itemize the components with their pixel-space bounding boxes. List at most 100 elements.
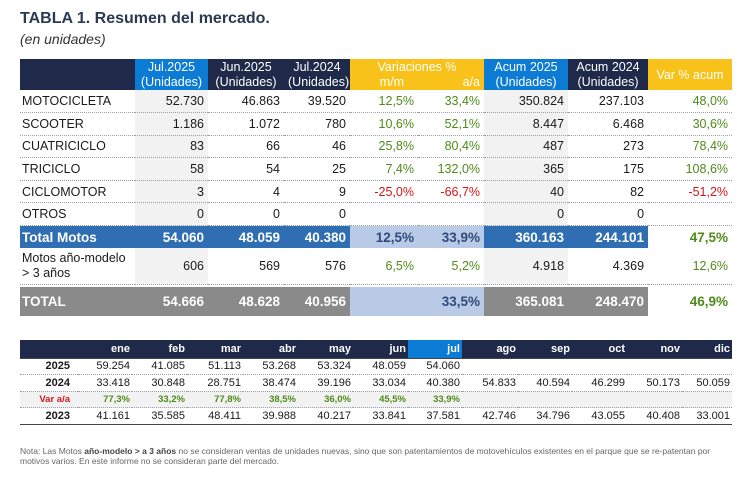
monthly-cell: 34.796: [518, 407, 572, 425]
grand-total-aa: 33,5%: [418, 287, 485, 317]
row-label: OTROS: [20, 202, 135, 227]
monthly-cell: [518, 391, 572, 408]
table-row: MOTOCICLETA 52.730 46.863 39.520 12,5% 33,4% 3…: [20, 90, 733, 114]
header-jul2025: Jul.2025: [135, 59, 208, 75]
cell-acum25: 0: [484, 202, 569, 227]
cell-jul25: 83: [135, 135, 208, 159]
grand-total-label: TOTAL: [20, 287, 135, 317]
header-mm: m/m: [350, 74, 418, 90]
total-motos-acum24: 244.101: [568, 225, 649, 249]
monthly-cell: 48.059: [353, 357, 408, 375]
grand-total-mm: [350, 287, 418, 317]
monthly-cell: [682, 391, 732, 408]
spacer-row: [20, 284, 733, 288]
header-jul2025-units: (Unidades): [135, 74, 208, 90]
monthly-cell: 45,5%: [353, 391, 408, 408]
header-acum2025: Acum 2025: [484, 59, 569, 75]
monthly-cell: 33.034: [353, 374, 408, 392]
cell-jul25: 58: [135, 157, 208, 181]
cell-vacum: 108,6%: [648, 157, 733, 181]
header-empty-cell: [20, 59, 135, 90]
monthly-cell: 59.254: [78, 357, 132, 375]
header-acum2024-units: (Unidades): [568, 74, 649, 90]
table-row: OTROS 0 0 0 0 0: [20, 202, 733, 227]
monthly-cell: 54.060: [408, 357, 462, 375]
monthly-header-row: ene feb mar abr may jun jul ago sep oct nov dic: [20, 340, 732, 358]
header-row-1: Jul.2025 Jun.2025 Jul.2024 Variaciones %…: [20, 59, 733, 90]
monthly-cell: 53.268: [243, 357, 298, 375]
month-header-feb: feb: [132, 340, 187, 358]
monthly-cell: 42.746: [462, 407, 518, 425]
cell-jun25: 66: [208, 135, 284, 159]
monthly-row-label: 2023: [20, 407, 78, 425]
monthly-cell: [518, 357, 572, 375]
motos-modelo-mm: 6,5%: [350, 248, 418, 285]
grand-total-jul24: 40.956: [284, 287, 350, 317]
monthly-cell: 40.408: [627, 407, 682, 425]
monthly-cell: 38,5%: [243, 391, 298, 408]
cell-aa: 80,4%: [418, 135, 485, 159]
cell-jun25: 1.072: [208, 112, 284, 136]
monthly-cell: 53.324: [298, 357, 353, 375]
total-motos-row: Total Motos 54.060 48.059 40.380 12,5% 33,9% 3…: [20, 225, 733, 249]
monthly-cell: 33,2%: [132, 391, 187, 408]
cell-acum25: 365: [484, 157, 569, 181]
motos-modelo-jul24: 576: [284, 248, 350, 285]
total-motos-jul24: 40.380: [284, 225, 350, 249]
motos-modelo-acum25: 4.918: [484, 248, 569, 285]
monthly-cell: 33,9%: [408, 391, 462, 408]
monthly-cell: [572, 391, 627, 408]
month-header-jun: jun: [353, 340, 408, 358]
total-motos-label: Total Motos: [20, 225, 135, 249]
month-header-mar: mar: [187, 340, 243, 358]
monthly-cell: 37.581: [408, 407, 462, 425]
header-var-acum: Var % acum: [648, 59, 733, 90]
header-acum2024: Acum 2024: [568, 59, 649, 75]
footnote-suffix: no se consideran ventas de unidades nuev…: [20, 446, 711, 466]
cell-vacum: 30,6%: [648, 112, 733, 136]
monthly-cell: 33.841: [353, 407, 408, 425]
monthly-cell: 50.173: [627, 374, 682, 392]
monthly-cell: 77,8%: [187, 391, 243, 408]
monthly-cell: 38.474: [243, 374, 298, 392]
monthly-cell: 36,0%: [298, 391, 353, 408]
cell-aa: [418, 202, 485, 227]
footnote: Nota: Las Motos año-modelo > a 3 años no…: [20, 446, 732, 466]
monthly-cell: 28.751: [187, 374, 243, 392]
monthly-cell: 40.380: [408, 374, 462, 392]
monthly-cell: [682, 357, 732, 375]
motos-modelo-jul25: 606: [135, 248, 208, 285]
monthly-row-var: Var a/a 77,3% 33,2% 77,8% 38,5% 36,0% 45,5% 33,…: [20, 391, 732, 408]
total-motos-vacum: 47,5%: [648, 225, 733, 249]
cell-mm: [350, 202, 418, 227]
monthly-row-label: 2025: [20, 357, 78, 375]
table-row: CICLOMOTOR 3 4 9 -25,0% -66,7% 40 82 -51,2%: [20, 180, 733, 204]
monthly-cell: [627, 357, 682, 375]
monthly-cell: 35.585: [132, 407, 187, 425]
cell-jul24: 0: [284, 202, 350, 227]
monthly-row-y2025: 2025 59.254 41.085 51.113 53.268 53.324 48.059…: [20, 357, 732, 375]
row-label: SCOOTER: [20, 112, 135, 136]
month-header-jul: jul: [408, 340, 462, 358]
cell-mm: -25,0%: [350, 180, 418, 204]
cell-jun25: 46.863: [208, 90, 284, 114]
header-aa: a/a: [418, 74, 485, 90]
row-label: CICLOMOTOR: [20, 180, 135, 204]
monthly-cell: 40.594: [518, 374, 572, 392]
monthly-cell: 48.411: [187, 407, 243, 425]
market-summary-table: Jul.2025 Jun.2025 Jul.2024 Variaciones %…: [20, 59, 733, 317]
cell-acum24: 273: [568, 135, 649, 159]
grand-total-vacum: 46,9%: [648, 287, 733, 317]
cell-acum25: 40: [484, 180, 569, 204]
row-label: CUATRICICLO: [20, 135, 135, 159]
monthly-row-label: Var a/a: [20, 391, 78, 408]
month-header-abr: abr: [243, 340, 298, 358]
cell-acum24: 82: [568, 180, 649, 204]
monthly-cell: [462, 391, 518, 408]
monthly-cell: 51.113: [187, 357, 243, 375]
month-header-sep: sep: [518, 340, 572, 358]
cell-vacum: 48,0%: [648, 90, 733, 114]
table-row: CUATRICICLO 83 66 46 25,8% 80,4% 487 273 78,4%: [20, 135, 733, 159]
cell-acum24: 237.103: [568, 90, 649, 114]
cell-jun25: 0: [208, 202, 284, 227]
